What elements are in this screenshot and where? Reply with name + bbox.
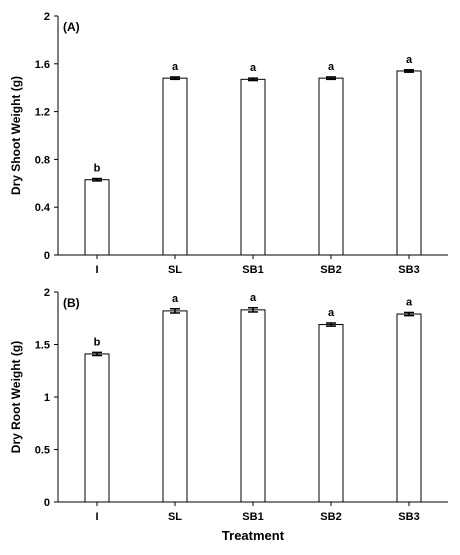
bar	[84, 179, 110, 256]
significance-label: b	[94, 336, 101, 348]
y-tick-label: 0	[44, 250, 50, 262]
bar	[240, 309, 266, 503]
y-tick-label: 2	[44, 11, 50, 23]
panel-label: (A)	[63, 20, 80, 34]
y-tick-label: 1.5	[35, 340, 50, 352]
bar	[162, 77, 188, 256]
y-tick-label: 0.5	[35, 445, 50, 457]
x-tick-label: SL	[168, 264, 182, 276]
y-axis-title: Dry Shoot Weight (g)	[9, 76, 23, 195]
bar	[396, 313, 422, 503]
y-tick-label: 0.4	[35, 202, 51, 214]
significance-label: a	[172, 61, 179, 73]
panel-label: (B)	[63, 296, 80, 310]
significance-label: a	[172, 293, 179, 305]
x-tick-label: SB3	[398, 511, 419, 523]
y-tick-label: 1	[44, 392, 50, 404]
x-tick-label: SL	[168, 511, 182, 523]
bar	[318, 77, 344, 256]
bar	[162, 310, 188, 503]
significance-label: a	[250, 292, 257, 304]
significance-label: a	[406, 296, 413, 308]
significance-label: a	[250, 62, 257, 74]
x-tick-label: SB3	[398, 264, 419, 276]
x-tick-label: SB2	[320, 511, 341, 523]
x-axis-title: Treatment	[222, 528, 285, 543]
y-tick-label: 1.2	[35, 107, 50, 119]
x-tick-label: I	[95, 511, 98, 523]
x-tick-label: SB1	[242, 264, 263, 276]
significance-label: b	[94, 163, 101, 175]
y-tick-label: 2	[44, 287, 50, 299]
bar	[240, 78, 266, 256]
x-tick-label: I	[95, 264, 98, 276]
bar	[318, 324, 344, 503]
x-tick-label: SB2	[320, 264, 341, 276]
bar	[396, 70, 422, 256]
y-tick-label: 0	[44, 497, 50, 509]
x-tick-label: SB1	[242, 511, 263, 523]
y-tick-label: 1.6	[35, 59, 50, 71]
y-tick-label: 0.8	[35, 154, 50, 166]
significance-label: a	[328, 307, 335, 319]
significance-label: a	[328, 61, 335, 73]
significance-label: a	[406, 54, 413, 66]
bar	[84, 353, 110, 503]
y-axis-title: Dry Root Weight (g)	[9, 341, 23, 453]
